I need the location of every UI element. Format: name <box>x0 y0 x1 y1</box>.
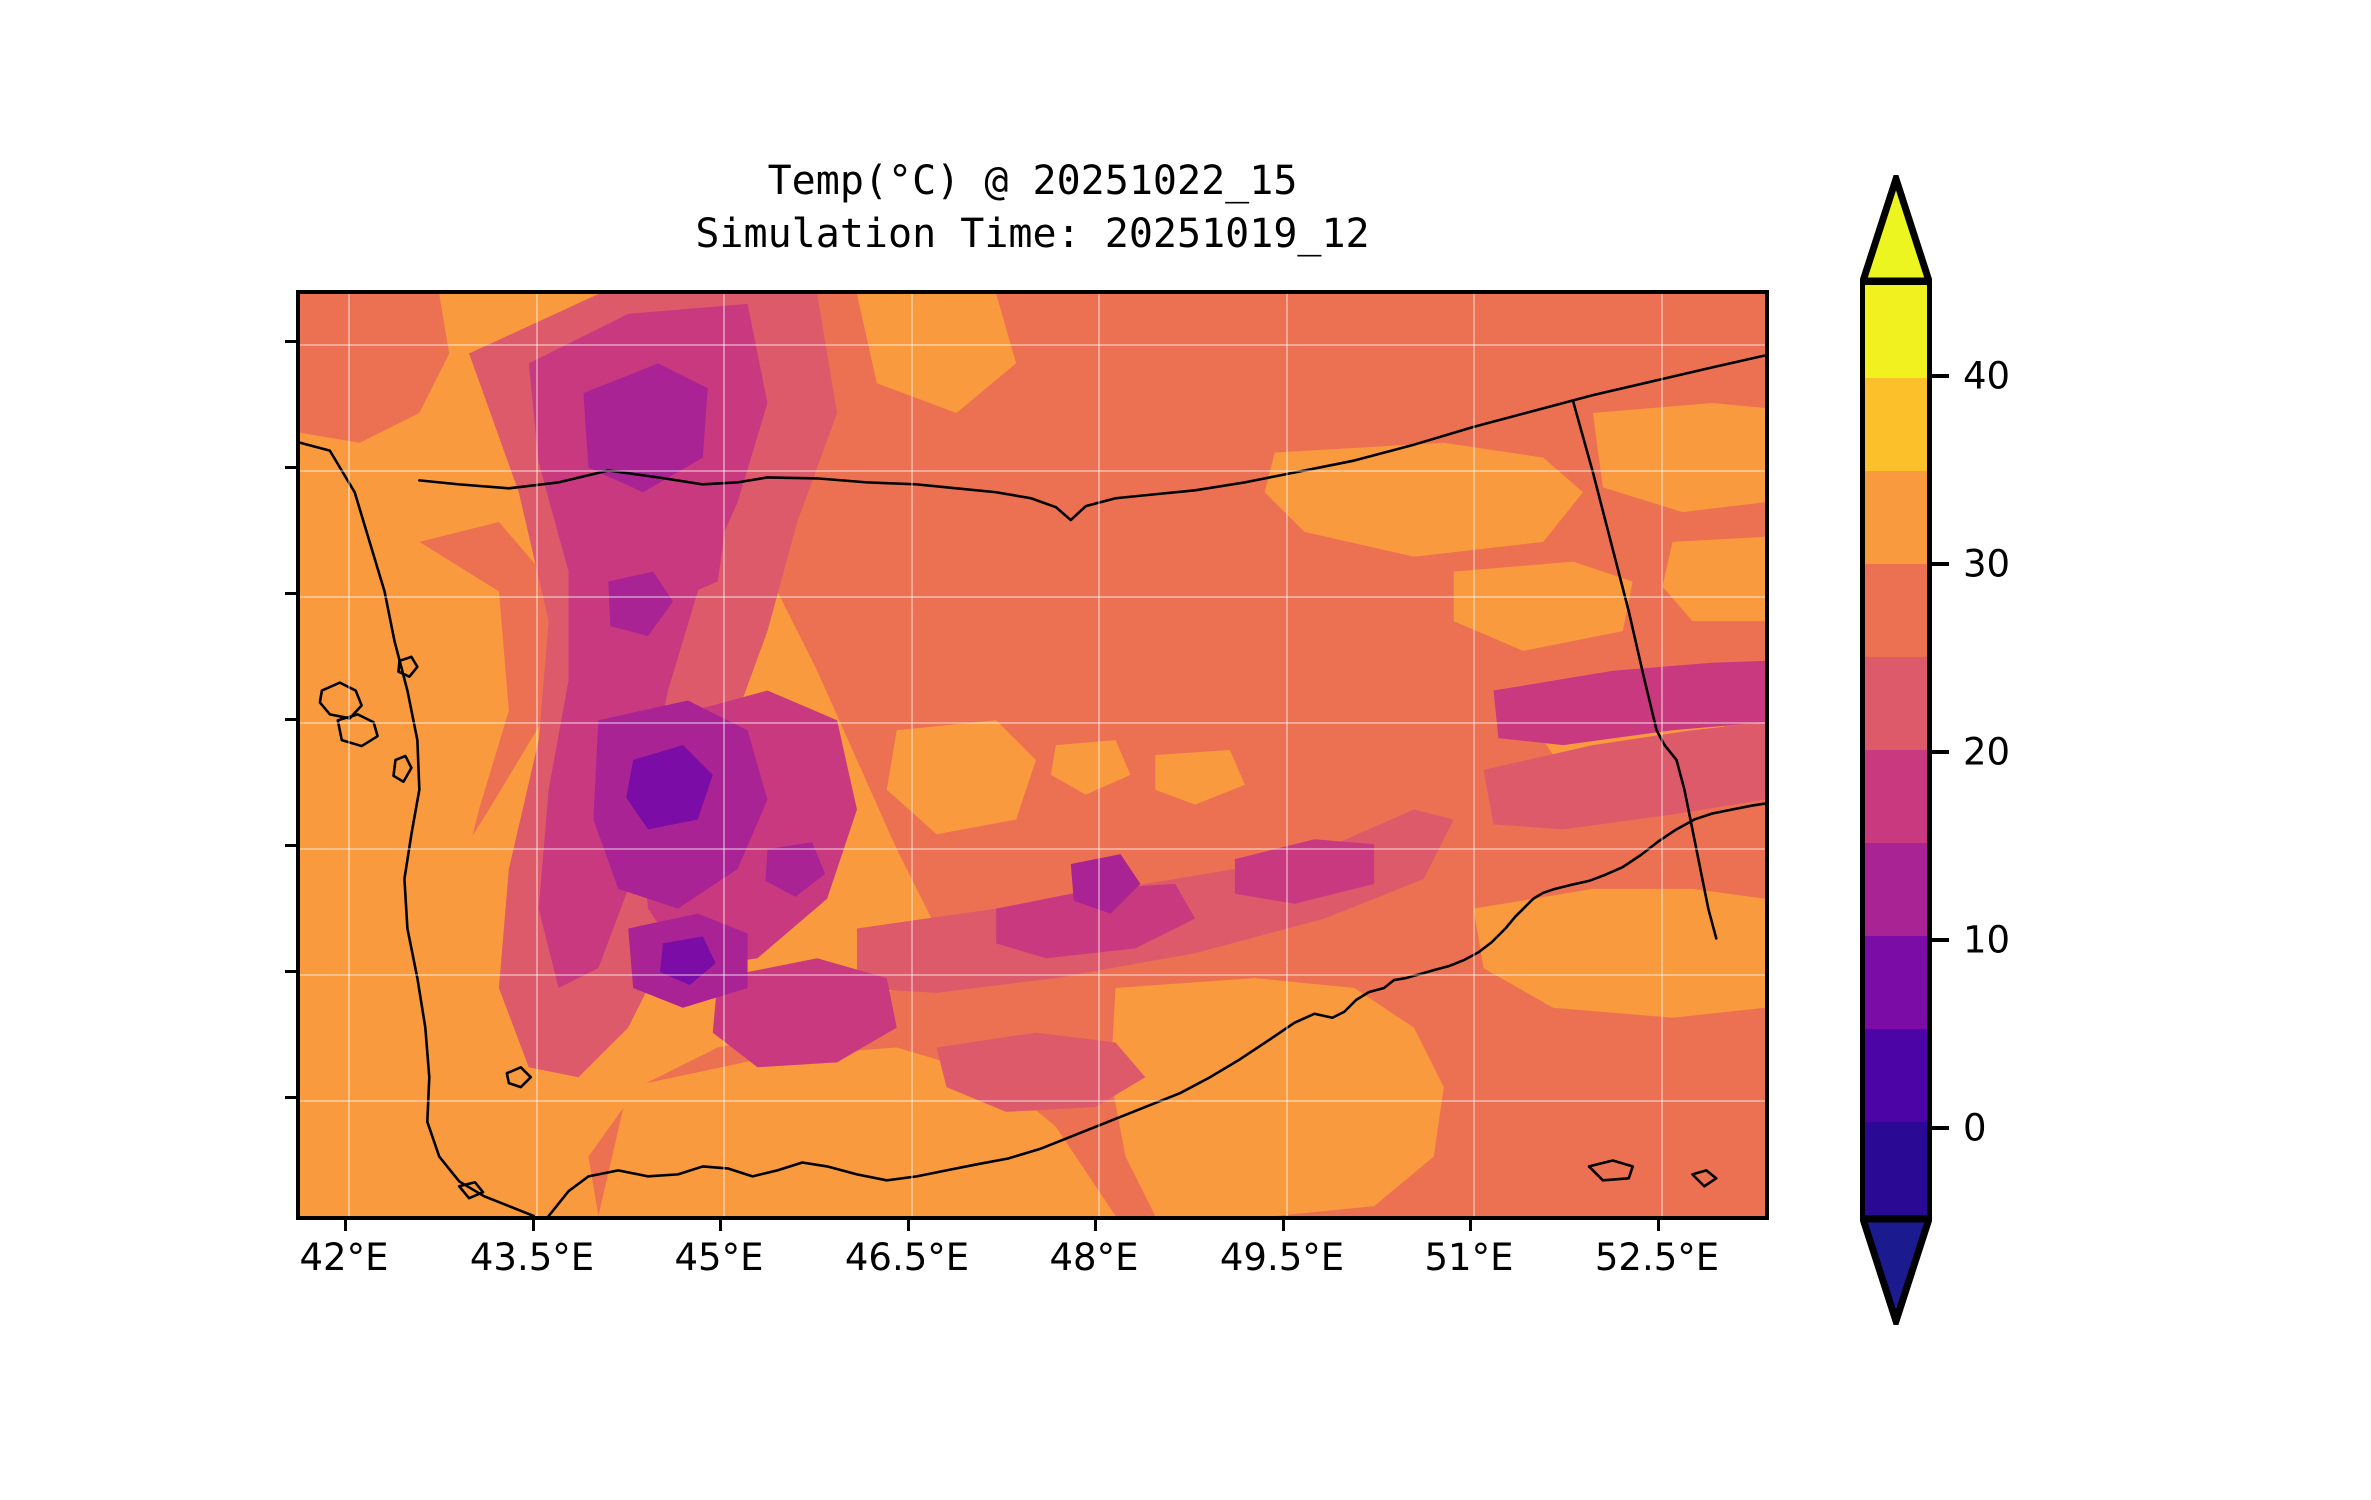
gridline-vertical <box>911 294 913 1216</box>
gridline-horizontal <box>300 974 1765 976</box>
colorbar: 0 10 20 30 40 <box>1860 175 2010 1325</box>
colorbar-band <box>1865 1029 1927 1122</box>
gridline-vertical <box>1473 294 1475 1216</box>
colorbar-extend-top-arrow <box>1860 175 1932 285</box>
colorbar-band <box>1865 936 1927 1029</box>
colorbar-band <box>1865 750 1927 843</box>
colorbar-band <box>1865 843 1927 936</box>
title-line-variable: Temp(°C) @ 20251022_15 <box>767 158 1298 204</box>
colorbar-tick-label: 40 <box>1963 354 2011 398</box>
x-tickmark <box>719 1220 722 1231</box>
y-tickmark <box>285 466 296 469</box>
gridline-horizontal <box>300 470 1765 472</box>
gridline-horizontal <box>300 596 1765 598</box>
gridline-vertical <box>1098 294 1100 1216</box>
colorbar-tickmark <box>1932 750 1949 754</box>
colorbar-tick-label: 20 <box>1963 730 2011 774</box>
x-axis-tick-label: 46.5°E <box>844 1236 970 1279</box>
x-axis-tick-label: 42°E <box>299 1236 389 1279</box>
colorbar-band <box>1865 285 1927 378</box>
gridline-horizontal <box>300 1100 1765 1102</box>
colorbar-band <box>1865 471 1927 564</box>
colorbar-bands <box>1860 280 1932 1220</box>
x-axis-tick-label: 48°E <box>1049 1236 1139 1279</box>
colorbar-tickmark <box>1932 562 1949 566</box>
gridline-vertical <box>536 294 538 1216</box>
x-tickmark <box>344 1220 347 1231</box>
colorbar-band <box>1865 657 1927 750</box>
colorbar-tickmark <box>1932 938 1949 942</box>
y-tickmark <box>285 844 296 847</box>
colorbar-extend-bottom-arrow <box>1860 1215 1932 1325</box>
colorbar-tick-label: 0 <box>1963 1106 1987 1150</box>
x-axis-tick-label: 49.5°E <box>1219 1236 1345 1279</box>
temperature-contour-field <box>300 294 1765 1216</box>
colorbar-tick-label: 30 <box>1963 542 2011 586</box>
x-tickmark <box>907 1220 910 1231</box>
y-tickmark <box>285 1096 296 1099</box>
colorbar-tick-label: 10 <box>1963 918 2011 962</box>
gridline-vertical <box>1286 294 1288 1216</box>
y-tickmark <box>285 592 296 595</box>
y-tickmark <box>285 718 296 721</box>
gridline-horizontal <box>300 344 1765 346</box>
colorbar-band <box>1865 564 1927 657</box>
x-axis-tick-label: 52.5°E <box>1594 1236 1720 1279</box>
colorbar-tickmark <box>1932 374 1949 378</box>
gridline-vertical <box>348 294 350 1216</box>
x-axis-tick-label: 51°E <box>1424 1236 1514 1279</box>
x-tickmark <box>532 1220 535 1231</box>
colorbar-tickmark <box>1932 1126 1949 1130</box>
title-line-simulation-time: Simulation Time: 20251019_12 <box>695 210 1370 257</box>
colorbar-band <box>1865 378 1927 471</box>
gridline-vertical <box>1661 294 1663 1216</box>
y-tickmark <box>285 340 296 343</box>
x-tickmark <box>1094 1220 1097 1231</box>
figure-title: Temp(°C) @ 20251022_15 Simulation Time: … <box>296 155 1769 261</box>
map-axes <box>296 290 1769 1220</box>
gridline-horizontal <box>300 848 1765 850</box>
x-tickmark <box>1469 1220 1472 1231</box>
x-tickmark <box>1282 1220 1285 1231</box>
y-tickmark <box>285 970 296 973</box>
x-tickmark <box>1657 1220 1660 1231</box>
x-axis-tick-label: 45°E <box>674 1236 764 1279</box>
colorbar-band <box>1865 1122 1927 1215</box>
gridline-horizontal <box>300 722 1765 724</box>
gridline-vertical <box>723 294 725 1216</box>
x-axis-tick-label: 43.5°E <box>469 1236 595 1279</box>
